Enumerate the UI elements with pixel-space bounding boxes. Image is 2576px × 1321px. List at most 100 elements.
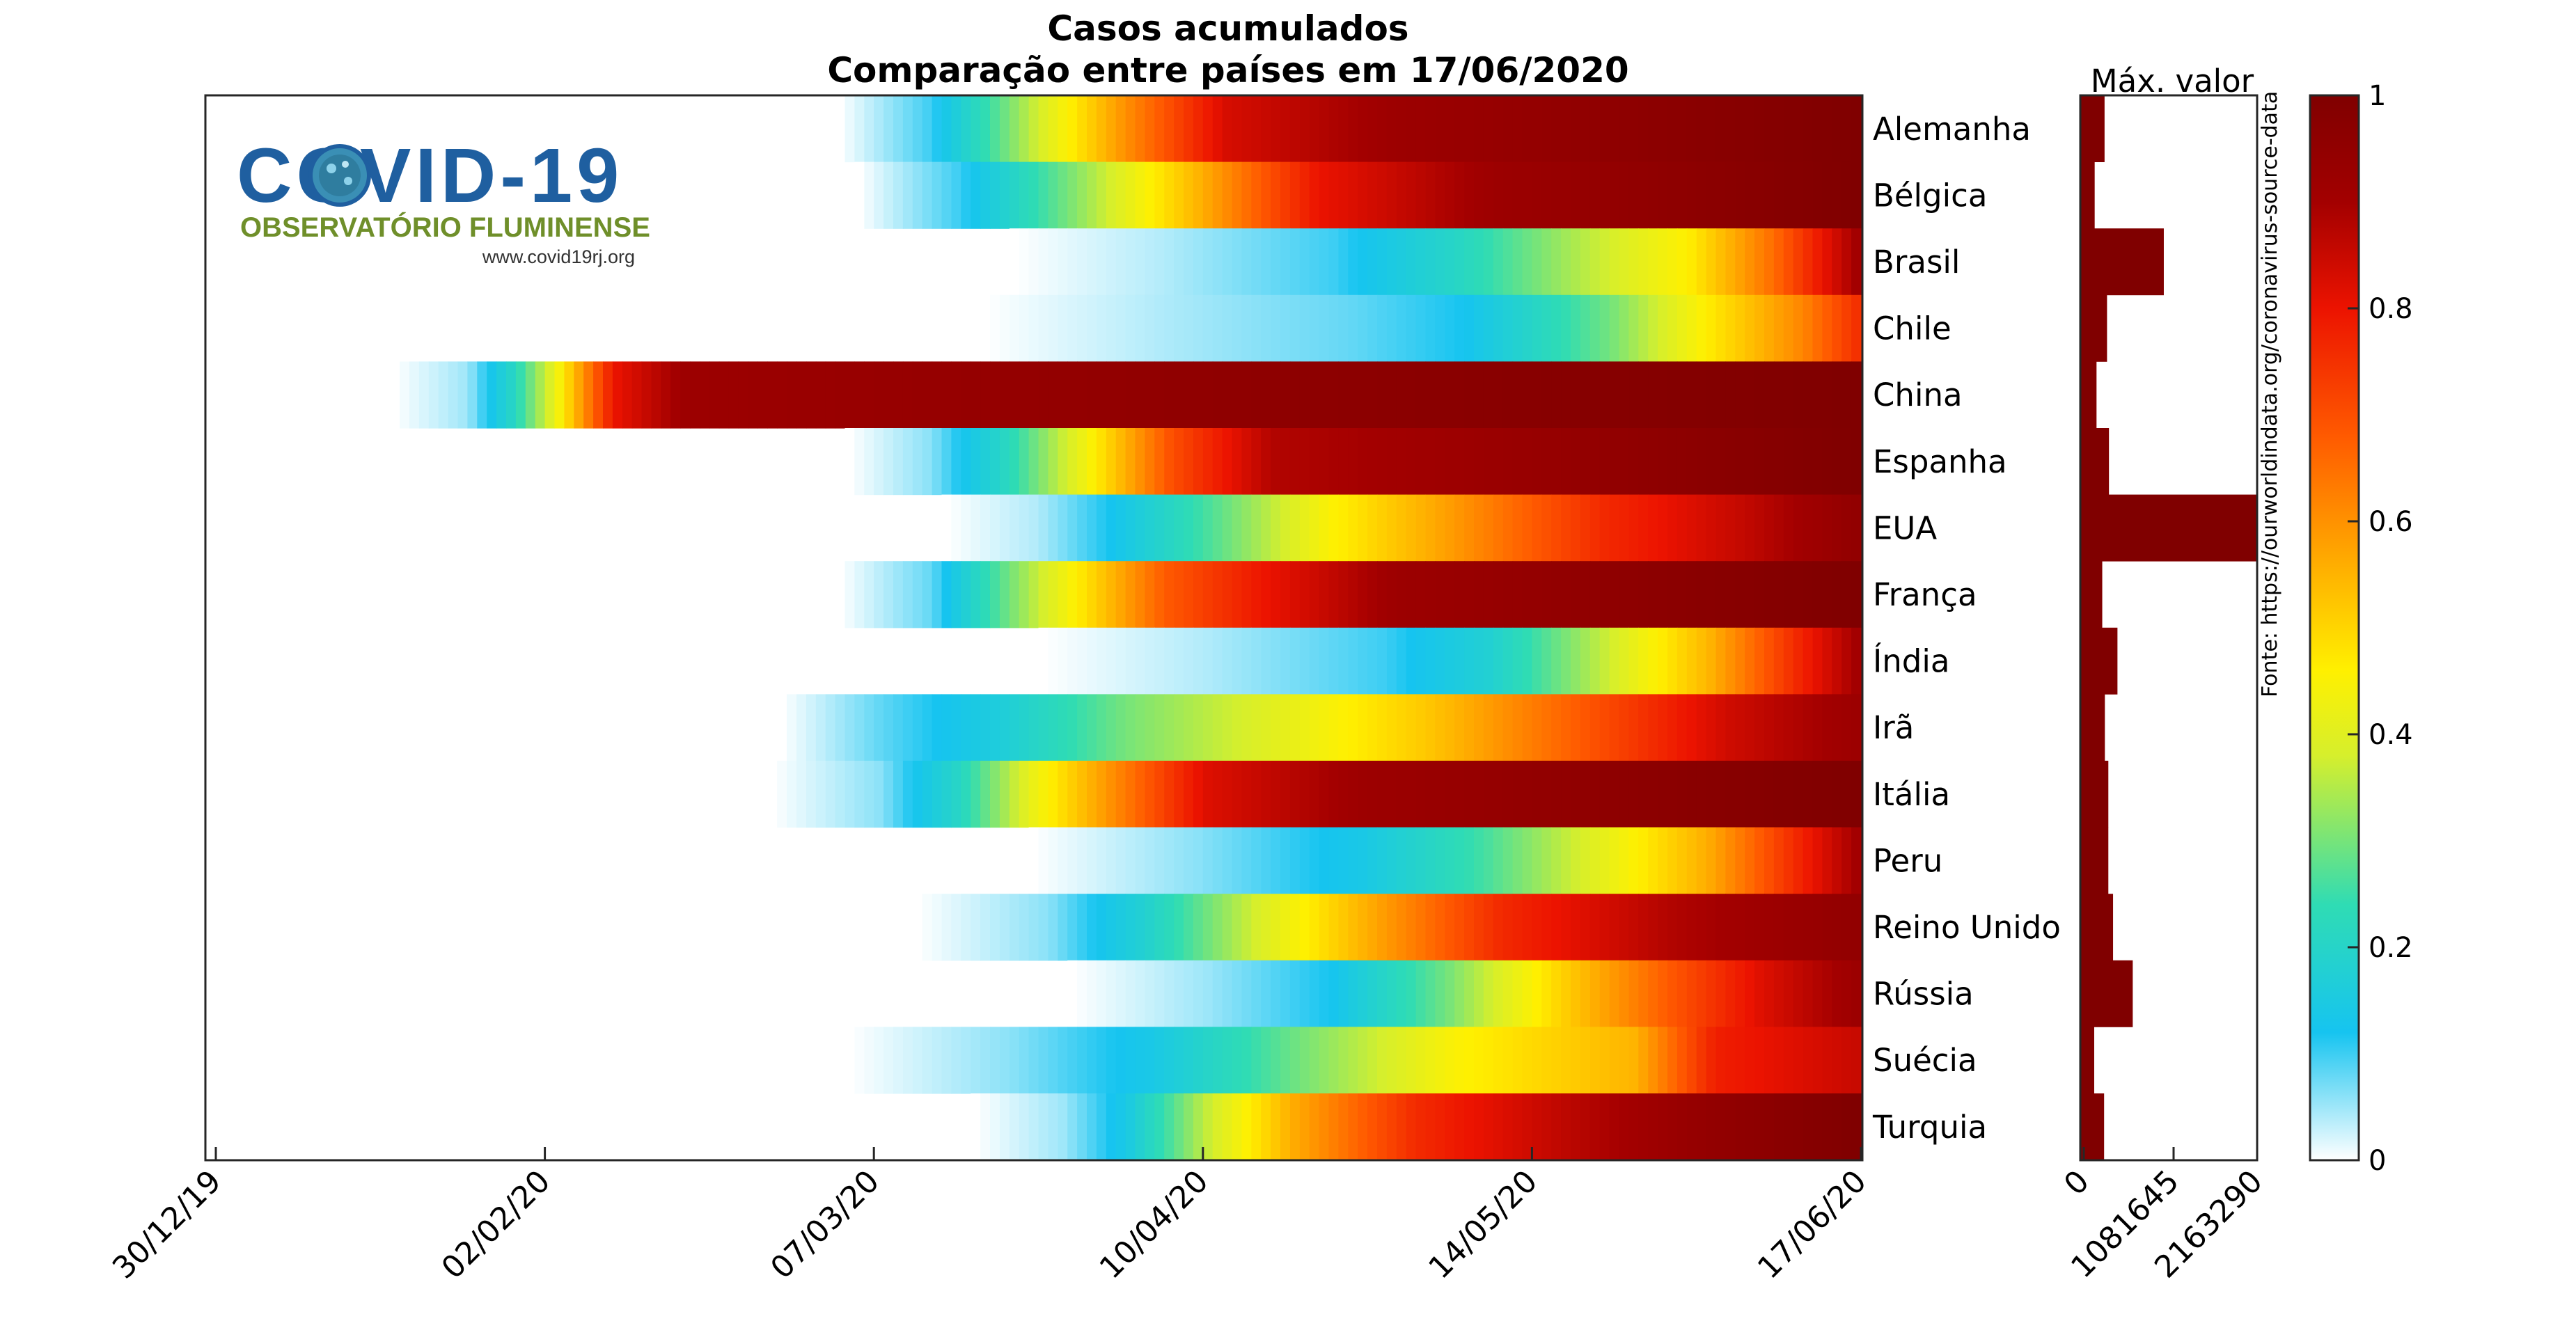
logo-url: www.covid19rj.org [482, 246, 635, 267]
heatmap-cell [1396, 761, 1407, 828]
heatmap-cell [1115, 761, 1126, 828]
heatmap-cell [1309, 761, 1320, 828]
heatmap-cell [1483, 827, 1494, 894]
heatmap-cell [1115, 1027, 1126, 1094]
heatmap-cell [574, 361, 584, 429]
heatmap-cell [1338, 627, 1349, 695]
heatmap-cell [864, 361, 874, 429]
heatmap-cell [1154, 761, 1165, 828]
heatmap-cell [787, 361, 797, 429]
heatmap-cell [1038, 161, 1049, 229]
heatmap-cell [1628, 228, 1639, 296]
x-tick-label: 07/03/20 [764, 1164, 886, 1286]
heatmap-cell [1202, 95, 1214, 163]
heatmap-cell [941, 95, 952, 163]
heatmap-cell [1125, 627, 1136, 695]
heatmap-cell [1028, 494, 1039, 562]
heatmap-cell [1377, 627, 1388, 695]
heatmap-cell [1425, 95, 1436, 163]
heatmap-cell [622, 361, 633, 429]
heatmap-cell [1135, 1093, 1145, 1161]
heatmap-cell [999, 1093, 1010, 1161]
heatmap-cell [1009, 561, 1020, 628]
heatmap-cell [1609, 228, 1620, 296]
heatmap-cell [1522, 561, 1532, 628]
heatmap-cell [428, 361, 439, 429]
heatmap-cell [1822, 428, 1832, 496]
heatmap-cell [1309, 694, 1320, 761]
heatmap-cell [1232, 161, 1242, 229]
heatmap-cell [1638, 561, 1649, 628]
heatmap-cell [1599, 561, 1610, 628]
heatmap-cell [1415, 761, 1427, 828]
heatmap-cell [1377, 960, 1388, 1027]
heatmap-cell [1715, 1093, 1726, 1161]
heatmap-cell [1193, 561, 1204, 628]
heatmap-cell [1783, 827, 1794, 894]
heatmap-cell [854, 561, 865, 628]
heatmap-cell [1735, 561, 1745, 628]
heatmap-cell [1783, 1027, 1794, 1094]
heatmap-row [1067, 960, 1862, 1027]
heatmap-cell [1164, 1093, 1175, 1161]
heatmap-cell [1812, 361, 1823, 429]
heatmap-cell [1019, 761, 1030, 828]
heatmap-cell [1271, 361, 1281, 429]
heatmap-cell [1328, 294, 1339, 362]
heatmap-cell [999, 95, 1010, 163]
heatmap-cell [941, 561, 952, 628]
logo-title-text: COVID-19 [237, 133, 623, 219]
heatmap-cell [1386, 894, 1397, 961]
heatmap-cell [1783, 228, 1794, 296]
heatmap-cell [1803, 228, 1814, 296]
heatmap-cell [1832, 428, 1842, 496]
heatmap-cell [883, 761, 894, 828]
heatmap-cell [1289, 361, 1301, 429]
heatmap-cell [1474, 761, 1484, 828]
heatmap-cell [1773, 561, 1784, 628]
heatmap-cell [564, 361, 574, 429]
heatmap-cell [1589, 561, 1601, 628]
heatmap-cell [815, 361, 826, 429]
heatmap-cell [980, 494, 991, 562]
heatmap-cell [1851, 294, 1862, 362]
heatmap-cell [1512, 161, 1523, 229]
heatmap-cell [1551, 95, 1562, 163]
heatmap-cell [1038, 627, 1049, 695]
heatmap-cell [1222, 827, 1233, 894]
heatmap-cell [1483, 1093, 1494, 1161]
heatmap-cell [1299, 161, 1310, 229]
heatmap-cell [1232, 428, 1242, 496]
heatmap-cell [1745, 627, 1755, 695]
heatmap-cell [1271, 294, 1281, 362]
heatmap-cell [961, 1027, 971, 1094]
heatmap-cell [1725, 428, 1736, 496]
heatmap-cell [1251, 428, 1262, 496]
heatmap-cell [1745, 95, 1755, 163]
heatmap-cell [1299, 1027, 1310, 1094]
heatmap-cell [1619, 894, 1629, 961]
heatmap-cell [999, 1027, 1010, 1094]
heatmap-cell [1174, 494, 1184, 562]
heatmap-row [1038, 627, 1862, 695]
heatmap-cell [1096, 627, 1107, 695]
heatmap-cell [1686, 561, 1697, 628]
heatmap-cell [1589, 361, 1601, 429]
heatmap-cell [1512, 361, 1523, 429]
heatmap-cell [1048, 361, 1058, 429]
heatmap-cell [1386, 627, 1397, 695]
heatmap-cell [1125, 361, 1136, 429]
heatmap-cell [1348, 561, 1358, 628]
heatmap-cell [874, 361, 884, 429]
heatmap-cell [1358, 761, 1368, 828]
heatmap-cell [1232, 827, 1242, 894]
heatmap-cell [1212, 561, 1223, 628]
colorbar-tick-label: 0.8 [2369, 293, 2413, 325]
heatmap-cell [1009, 761, 1020, 828]
heatmap-cell [1464, 95, 1475, 163]
heatmap-cell [1202, 228, 1214, 296]
heatmap-cell [1667, 161, 1678, 229]
heatmap-cell [912, 361, 923, 429]
heatmap-cell [1232, 494, 1242, 562]
heatmap-cell [1019, 561, 1030, 628]
